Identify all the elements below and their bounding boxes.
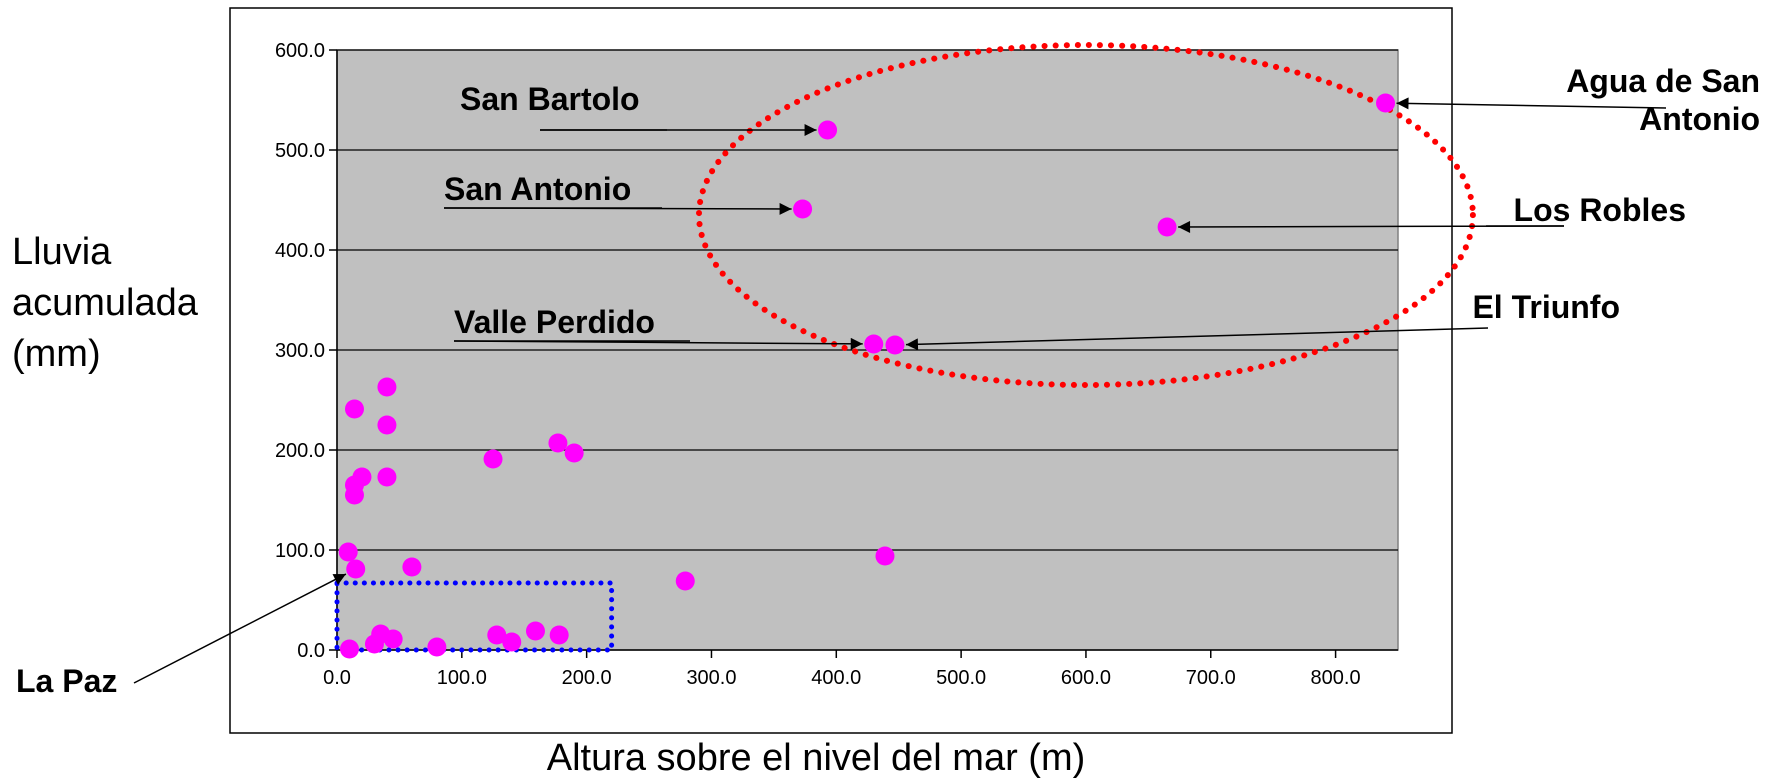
data-point — [675, 571, 695, 591]
data-point — [525, 621, 545, 641]
x-axis-title: Altura sobre el nivel del mar (m) — [547, 737, 1086, 779]
data-point — [364, 634, 384, 654]
axes: 0.0 100.0 200.0 300.0 400.0 500.0 600.0 0.0 100.… — [275, 40, 1398, 689]
x-tick-label: 300.0 — [686, 667, 736, 689]
data-point — [818, 120, 838, 140]
x-tick-label: 100.0 — [437, 667, 487, 689]
data-point — [1157, 217, 1177, 237]
x-tick-label: 600.0 — [1061, 667, 1111, 689]
data-point — [564, 443, 584, 463]
annotation-arrow — [133, 573, 347, 684]
annotation-label: Los Robles — [1514, 192, 1686, 228]
data-point — [483, 449, 503, 469]
y-tick-label: 600.0 — [275, 40, 325, 62]
data-point — [1376, 93, 1396, 113]
annotation-arrow — [453, 337, 863, 350]
data-point — [377, 467, 397, 487]
y-tick-label: 500.0 — [275, 140, 325, 162]
annotations: San Bartolo San Antonio Valle Perdido El Tr… — [16, 63, 1760, 699]
y-axis-title-line: Lluvia — [12, 231, 112, 273]
y-tick-label: 200.0 — [275, 440, 325, 462]
annotation-arrow — [1178, 220, 1565, 233]
data-point — [377, 415, 397, 435]
annotation-arrow — [1396, 97, 1667, 110]
x-tick-label: 700.0 — [1186, 667, 1236, 689]
annotation-arrow — [905, 327, 1489, 351]
data-point — [549, 625, 569, 645]
data-points — [338, 93, 1396, 659]
highlight-rect — [334, 580, 615, 653]
data-point — [502, 632, 522, 652]
y-tick-label: 100.0 — [275, 540, 325, 562]
data-point — [344, 399, 364, 419]
data-point — [885, 335, 905, 355]
annotation-label: Agua de San — [1566, 63, 1760, 99]
annotation-label: El Triunfo — [1472, 289, 1620, 325]
data-point — [339, 639, 359, 659]
x-tick-label: 800.0 — [1311, 667, 1361, 689]
highlight-ellipse — [695, 42, 1476, 388]
y-axis-title-line: acumulada — [12, 282, 199, 324]
data-point — [548, 433, 568, 453]
data-point — [344, 485, 364, 505]
data-point — [487, 625, 507, 645]
data-point — [338, 542, 358, 562]
annotation-arrow — [443, 202, 792, 215]
y-tick-label: 300.0 — [275, 340, 325, 362]
highlight-regions — [334, 42, 1476, 653]
data-point — [383, 629, 403, 649]
x-tick-label: 500.0 — [936, 667, 986, 689]
annotation-label: Valle Perdido — [454, 304, 655, 340]
data-point — [864, 334, 884, 354]
x-tick-label: 400.0 — [811, 667, 861, 689]
annotation-label: La Paz — [16, 663, 117, 699]
annotation-label: San Bartolo — [460, 81, 640, 117]
annotation-label: San Antonio — [444, 171, 631, 207]
data-point — [402, 557, 422, 577]
annotation-label: Antonio — [1639, 101, 1760, 137]
data-point — [346, 559, 366, 579]
y-tick-label: 400.0 — [275, 240, 325, 262]
x-tick-label: 200.0 — [562, 667, 612, 689]
y-tick-label: 0.0 — [297, 640, 325, 662]
y-axis-title-line: (mm) — [12, 333, 101, 375]
data-point — [793, 199, 813, 219]
data-point — [377, 377, 397, 397]
y-axis-title: Lluvia acumulada (mm) — [12, 231, 199, 375]
data-point — [875, 546, 895, 566]
x-tick-label: 0.0 — [323, 667, 351, 689]
data-point — [427, 637, 447, 657]
